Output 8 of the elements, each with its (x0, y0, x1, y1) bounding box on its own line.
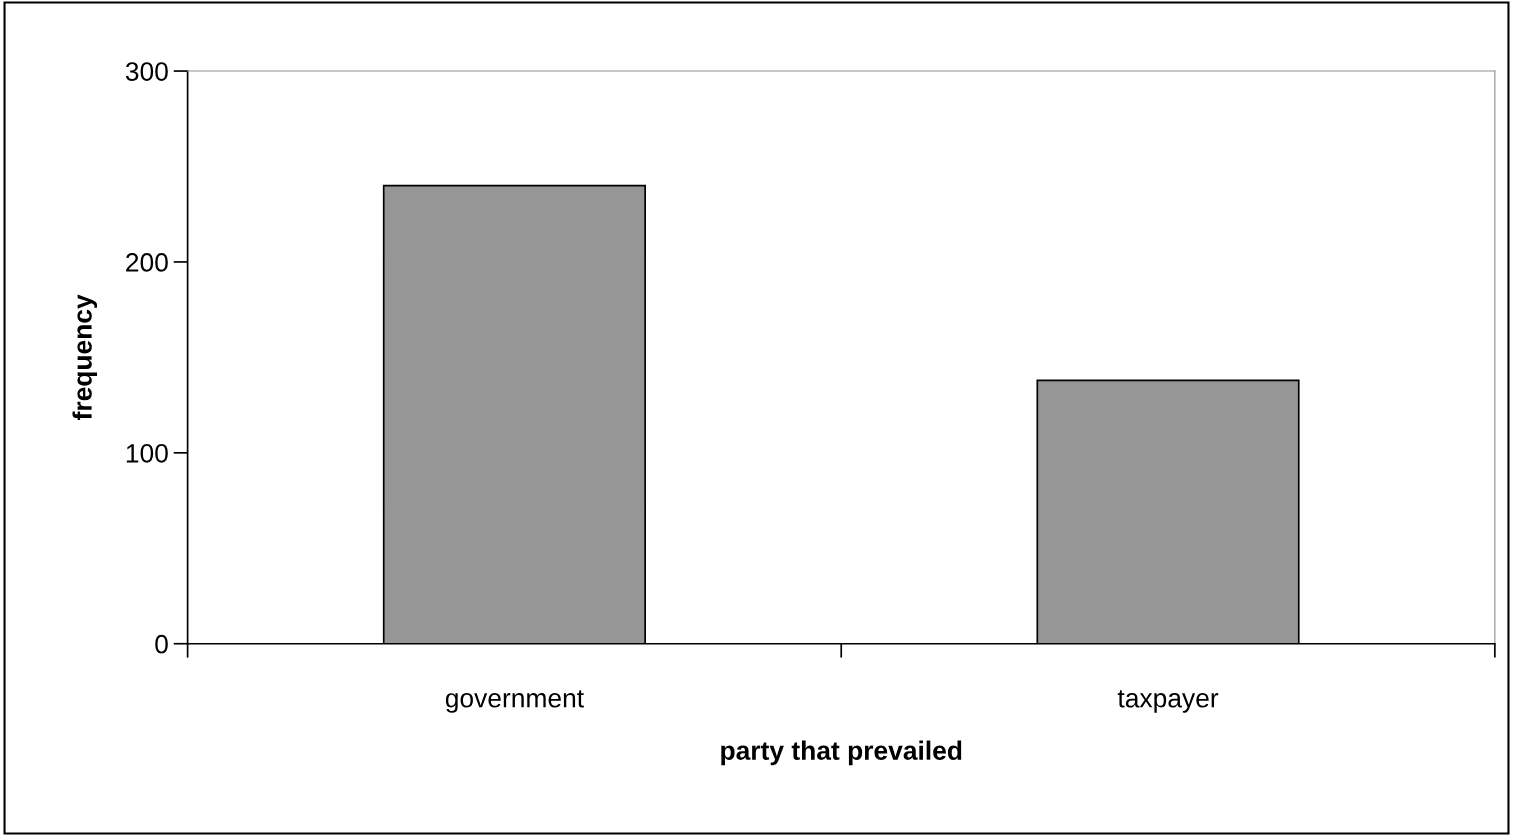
y-tick-label: 200 (126, 253, 168, 272)
y-tick-label: 100 (126, 443, 168, 463)
x-tick-label: taxpayer (1117, 690, 1219, 713)
x-axis-title: party that prevailed (721, 740, 962, 766)
y-tick-label: 300 (125, 62, 168, 81)
x-tick-label: government (445, 690, 584, 713)
y-axis-title: frequency (72, 294, 98, 420)
y-tick-label: 0 (155, 634, 168, 654)
